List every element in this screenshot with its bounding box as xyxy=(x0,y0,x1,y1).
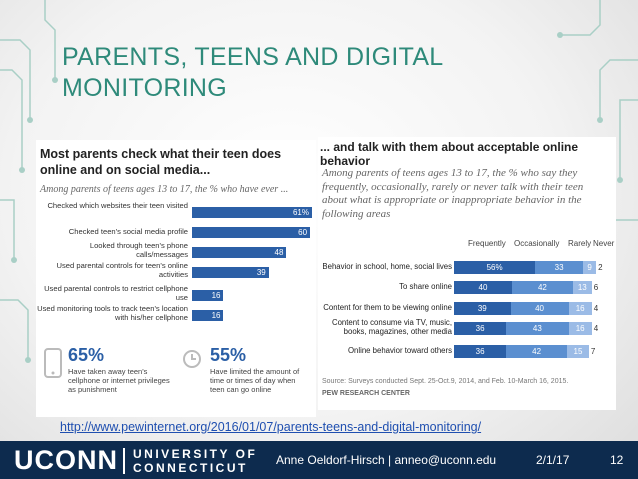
right-bar-row: Content to consume via TV, music, books,… xyxy=(318,318,616,338)
right-bar-segment: 42 xyxy=(506,345,568,358)
left-bar-value: 61% xyxy=(292,208,309,217)
slide-number: 12 xyxy=(610,453,624,467)
logo-divider xyxy=(123,448,125,474)
stat-65-value: 65% xyxy=(68,345,105,365)
footer-bar: UCONN UNIVERSITY OF CONNECTICUT Anne Oel… xyxy=(0,441,638,479)
footer-date: 2/1/17 xyxy=(536,453,570,467)
right-bar-row: Content for them to be viewing online 39 4… xyxy=(318,300,616,318)
right-bar-never-value: 7 xyxy=(590,347,596,356)
source-note: Source: Surveys conducted Sept. 25-Oct.9… xyxy=(322,378,569,385)
source-link[interactable]: http://www.pewinternet.org/2016/01/07/pa… xyxy=(60,420,482,434)
right-bar-segment: 43 xyxy=(506,322,569,335)
left-bar: 39 xyxy=(192,267,269,278)
right-chart-panel: ... and talk with them about acceptable … xyxy=(318,137,616,410)
left-bar-category: Used parental controls for teen's online… xyxy=(56,261,188,279)
slide-title: PARENTS, TEENS AND DIGITAL MONITORING xyxy=(62,43,443,102)
right-bar-category: Behavior in school, home, social lives xyxy=(322,262,452,271)
right-bar-never-value: 6 xyxy=(593,283,599,292)
right-bar-segment: 56% xyxy=(454,261,536,274)
left-bar-category: Checked teen's social media profile xyxy=(68,227,188,236)
right-bar-segment: 40 xyxy=(510,302,569,315)
right-bar-row: Online behavior toward others 36 42 15 7 xyxy=(318,343,616,361)
right-bar-row: To share online 40 42 13 6 xyxy=(318,279,616,297)
right-bar-never-value: 4 xyxy=(593,304,599,313)
right-bar-segment: 16 xyxy=(568,322,592,335)
left-bar: 60 xyxy=(192,227,311,238)
left-bar: 16 xyxy=(192,310,224,321)
left-bar-row: Checked teen's social media profile 60 xyxy=(36,224,316,242)
clock-icon xyxy=(182,349,202,374)
left-bar-row: Used monitoring tools to track teen's lo… xyxy=(36,304,316,325)
right-panel-subheading: Among parents of teens ages 13 to 17, th… xyxy=(322,167,584,220)
left-chart-panel: Most parents check what their teen does … xyxy=(36,140,316,417)
phone-icon xyxy=(44,348,62,383)
legend-rarely: Rarely xyxy=(568,239,592,248)
left-bar-category: Used parental controls to restrict cellp… xyxy=(44,284,188,302)
right-bar-segment: 39 xyxy=(454,302,511,315)
right-bar-never-value: 4 xyxy=(593,324,599,333)
right-panel-heading: ... and talk with them about acceptable … xyxy=(320,140,579,168)
left-panel-subheading: Among parents of teens ages 13 to 17, th… xyxy=(40,184,289,195)
left-bar: 48 xyxy=(192,247,287,258)
left-bar: 16 xyxy=(192,290,224,301)
left-bar-row: Checked which websites their teen visite… xyxy=(36,201,316,222)
stat-55-value: 55% xyxy=(210,345,247,365)
right-bar-never-value: 2 xyxy=(598,263,603,272)
stat-55-text: Have limited the amount of time or times… xyxy=(210,367,300,394)
left-panel-heading: Most parents check what their teen does … xyxy=(40,147,282,177)
uconn-logo: UCONN xyxy=(14,445,118,475)
right-bar-segment: 15 xyxy=(567,345,589,358)
left-bar-value: 16 xyxy=(211,311,221,320)
logo-university-of: UNIVERSITY OF xyxy=(133,447,258,461)
left-bar-category: Looked through teen's phone calls/messag… xyxy=(89,241,188,259)
right-bar-category: Content for them to be viewing online xyxy=(323,303,452,312)
logo-connecticut: CONNECTICUT xyxy=(133,461,248,475)
right-bar-segment: 40 xyxy=(454,281,512,294)
left-bar-category: Used monitoring tools to track teen's lo… xyxy=(37,304,188,322)
legend-occasionally: Occasionally xyxy=(514,239,560,248)
left-bar-row: Used parental controls for teen's online… xyxy=(36,261,316,282)
right-bar-segment: 36 xyxy=(454,345,507,358)
right-bar-segment: 9 xyxy=(583,261,597,274)
right-bar-row: Behavior in school, home, social lives 56… xyxy=(318,259,616,277)
left-bar-value: 39 xyxy=(256,268,266,277)
left-bar-value: 60 xyxy=(298,228,308,237)
right-bar-segment: 16 xyxy=(568,302,592,315)
footer-author: Anne Oeldorf-Hirsch | anneo@uconn.edu xyxy=(276,453,497,467)
right-bar-segment: 13 xyxy=(572,281,592,294)
right-bar-segment: 36 xyxy=(454,322,507,335)
legend-frequently: Frequently xyxy=(468,239,506,248)
left-bar: 61% xyxy=(192,207,312,218)
left-bar-row: Looked through teen's phone calls/messag… xyxy=(36,241,316,262)
left-bar-row: Used parental controls to restrict cellp… xyxy=(36,284,316,305)
right-bar-segment: 42 xyxy=(512,281,573,294)
left-bar-value: 48 xyxy=(274,248,284,257)
stat-65-text: Have taken away teen's cellphone or inte… xyxy=(68,367,170,394)
left-bar-value: 16 xyxy=(211,291,221,300)
legend-never: Never xyxy=(593,239,615,248)
right-bar-segment: 33 xyxy=(535,261,584,274)
left-bar-category: Checked which websites their teen visite… xyxy=(47,201,188,210)
pew-research-label: PEW RESEARCH CENTER xyxy=(322,390,410,397)
right-bar-category: Online behavior toward others xyxy=(347,346,452,355)
right-bar-category: Content to consume via TV, music, books,… xyxy=(331,318,452,336)
right-bar-category: To share online xyxy=(399,282,452,291)
